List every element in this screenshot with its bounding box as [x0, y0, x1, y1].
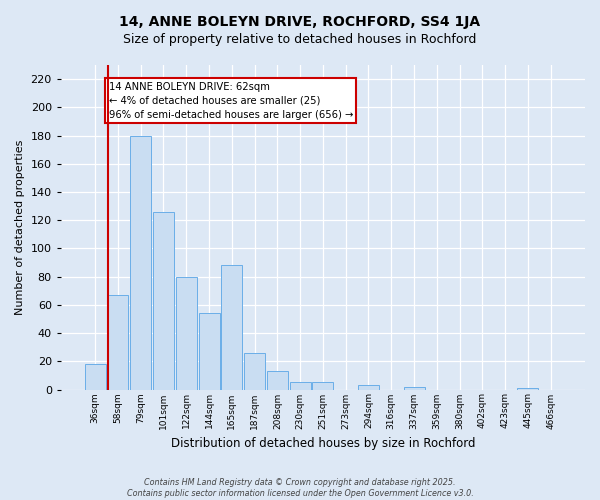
Bar	[199, 314, 220, 390]
Bar	[153, 212, 174, 390]
Text: Contains HM Land Registry data © Crown copyright and database right 2025.
Contai: Contains HM Land Registry data © Crown c…	[127, 478, 473, 498]
Bar	[267, 371, 288, 390]
Bar	[244, 353, 265, 390]
Text: 14 ANNE BOLEYN DRIVE: 62sqm
← 4% of detached houses are smaller (25)
96% of semi: 14 ANNE BOLEYN DRIVE: 62sqm ← 4% of deta…	[109, 82, 353, 120]
Bar	[290, 382, 311, 390]
Text: Size of property relative to detached houses in Rochford: Size of property relative to detached ho…	[124, 32, 476, 46]
X-axis label: Distribution of detached houses by size in Rochford: Distribution of detached houses by size …	[170, 437, 475, 450]
Bar	[107, 295, 128, 390]
Bar	[517, 388, 538, 390]
Bar	[176, 276, 197, 390]
Y-axis label: Number of detached properties: Number of detached properties	[15, 140, 25, 315]
Bar	[130, 136, 151, 390]
Bar	[404, 386, 425, 390]
Bar	[358, 386, 379, 390]
Bar	[313, 382, 334, 390]
Bar	[85, 364, 106, 390]
Text: 14, ANNE BOLEYN DRIVE, ROCHFORD, SS4 1JA: 14, ANNE BOLEYN DRIVE, ROCHFORD, SS4 1JA	[119, 15, 481, 29]
Bar	[221, 266, 242, 390]
